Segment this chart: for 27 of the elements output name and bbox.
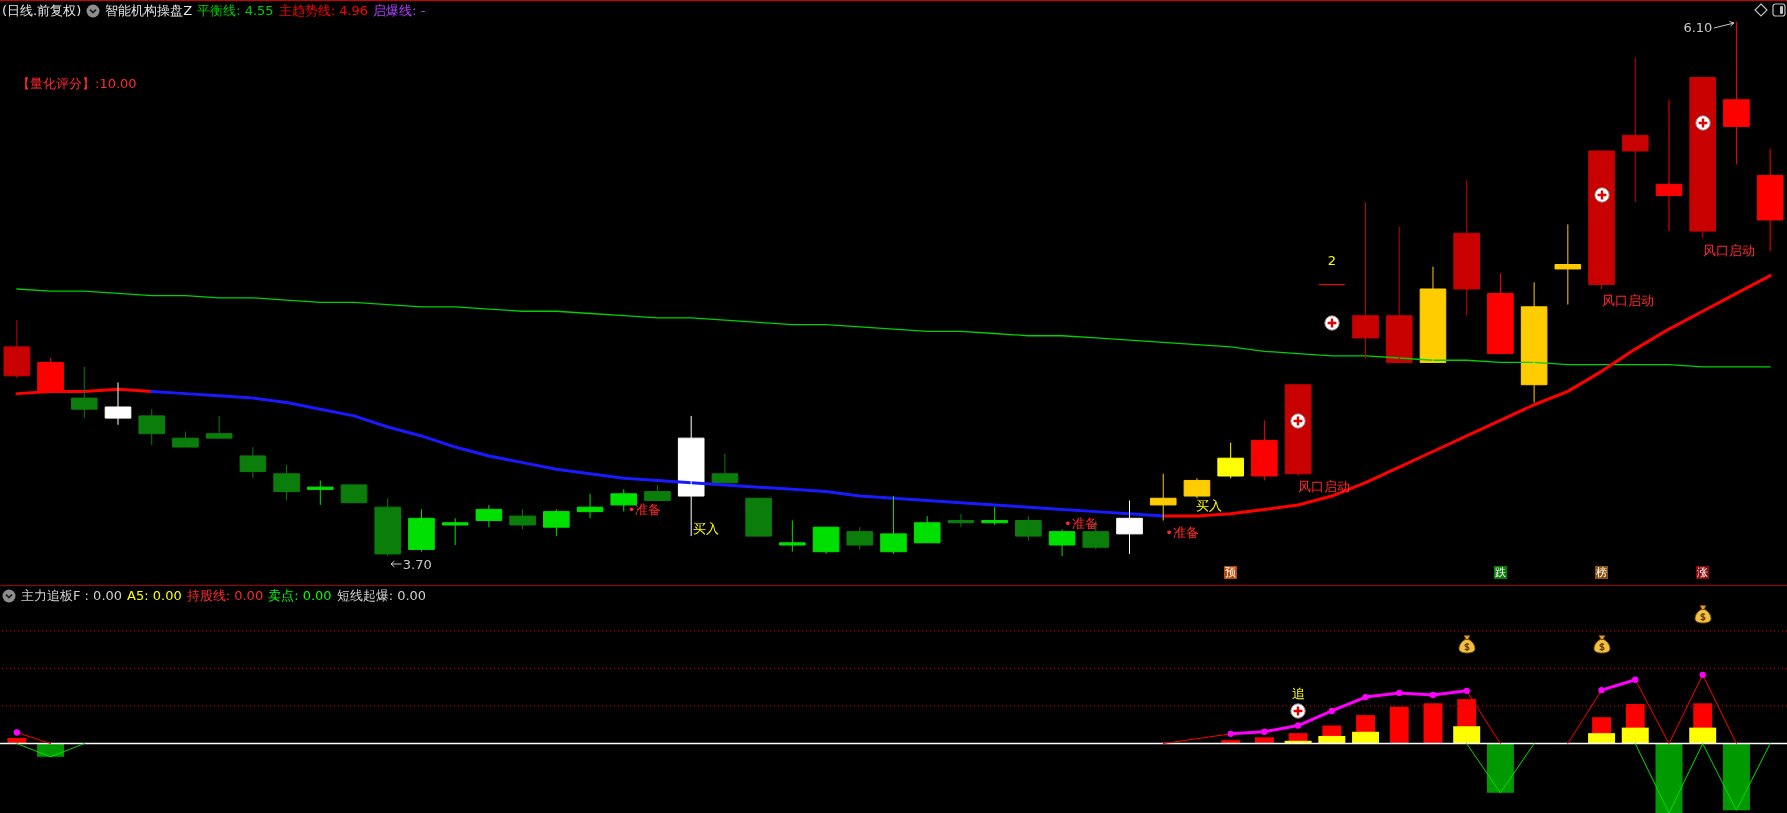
text: 卖点: 0.00 [268, 588, 332, 603]
text: 主趋势线: 4.96 [278, 3, 369, 18]
text: 跌 [1493, 565, 1507, 579]
text: 涨 [1696, 565, 1710, 579]
annotation: •准备 [1064, 515, 1098, 531]
text: 榜 [1595, 565, 1609, 579]
annotation: 风口启动 [1601, 293, 1654, 309]
text: 3.70 [402, 556, 432, 572]
annotation: •准备 [1165, 525, 1199, 541]
annotation: 买入 [1195, 497, 1222, 513]
text: 主力追板F : 0.00 [21, 588, 123, 603]
chart-subtitle: 智能机构操盘Z [105, 3, 193, 18]
text: 持股线: 0.00 [186, 588, 264, 603]
annotation: 买入 [693, 520, 720, 536]
annotation: 2 [1327, 253, 1337, 269]
annotation: 6.10 [1683, 20, 1713, 36]
text: 启爆线: - [373, 3, 426, 18]
text: A5: 0.00 [127, 588, 182, 603]
annotation: 追 [1291, 685, 1305, 701]
text: 预 [1224, 565, 1238, 579]
annotation: 风口启动 [1298, 478, 1351, 494]
text: 平衡线: 4.55 [197, 3, 274, 18]
annotation: •准备 [627, 502, 662, 518]
annotation: 【量化评分】:10.00 [17, 75, 137, 91]
chart-title: (日线.前复权) [2, 3, 82, 18]
text: 短线起爆: 0.00 [336, 588, 427, 603]
annotation: 风口启动 [1702, 243, 1755, 259]
